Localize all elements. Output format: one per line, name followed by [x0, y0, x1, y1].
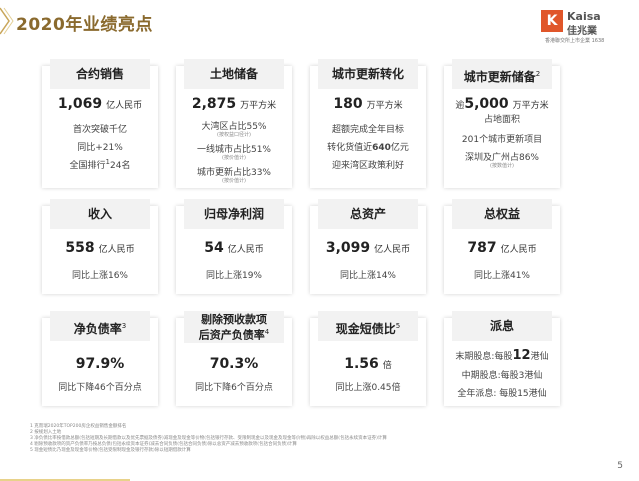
metric-line: 首次突破千亿 [72, 125, 127, 135]
page-title: 2020年业绩亮点 [16, 15, 153, 35]
page-number: 5 [617, 461, 623, 471]
kaisa-logo: K Kaisa 佳兆業 香港聯交所上市企業 1638 [541, 10, 627, 50]
metric-value: 558 [65, 240, 95, 256]
card-net-profit: 归母净利润 54 亿人民币 同比上涨19% [176, 199, 292, 294]
card-title: 剔除预收款项 [201, 313, 267, 326]
metric-value: 1,069 [57, 96, 103, 112]
metric-line: 同比上涨16% [71, 271, 128, 281]
card-net-gearing: 净负债率3 97.9% 同比下降46个百分点 [42, 311, 158, 406]
metric-line: 同比上涨41% [473, 271, 530, 281]
card-cash-ratio: 现金短债比5 1.56 倍 同比上涨0.45倍 [310, 311, 426, 406]
metric-value: 54 [204, 240, 224, 256]
metric-value: 3,099 [325, 240, 371, 256]
metric-value: 70.3% [209, 356, 259, 372]
card-urban-reserve: 城市更新储备2 逾5,000 万平方米 占地面积 201个城市更新项目 深圳及广州… [444, 59, 560, 188]
logo-chinese: 佳兆業 [567, 26, 597, 37]
metric-value: 1.56 [344, 356, 379, 372]
card-dividend: 派息 末期股息:每股12港仙 中期股息:每股3港仙 全年派息: 每股15港仙 [444, 311, 560, 406]
metric-value: 97.9% [75, 356, 125, 372]
card-title: 合约销售 [50, 59, 150, 89]
card-title: 城市更新储备 [463, 70, 536, 84]
card-title: 现金短债比 [335, 322, 396, 336]
metric-line: 一线城市占比51% [196, 145, 271, 155]
metric-line: 201个城市更新项目 [461, 135, 543, 145]
metric-unit: 亿人民币 [106, 101, 143, 111]
card-title: 派息 [452, 311, 552, 341]
metric-value: 2,875 [191, 96, 237, 112]
logo-subtitle: 香港聯交所上市企業 1638 [545, 38, 605, 44]
metric-line: 同比下降6个百分点 [195, 383, 273, 393]
footnote: 3 净负债比率按借款总额(包括短期及长期借款以及优先票据及债券)减现金及现金等价… [30, 436, 387, 441]
card-equity: 总权益 787 亿人民币 同比上涨41% [444, 199, 560, 294]
card-title: 总权益 [452, 199, 552, 229]
card-total-assets: 总资产 3,099 亿人民币 同比上涨14% [310, 199, 426, 294]
footnote: 2 按规划入土地 [30, 430, 62, 435]
metric-value: 5,000 [464, 96, 509, 112]
metric-line: 迎来湾区政策利好 [331, 161, 404, 171]
metric-unit: 万平方米 [366, 101, 403, 111]
gold-corner-decoration [0, 7, 14, 35]
metric-line: 大湾区占比55% [201, 122, 267, 132]
metric-unit: 亿人民币 [98, 245, 135, 255]
card-revenue: 收入 558 亿人民币 同比上涨16% [42, 199, 158, 294]
kaisa-logo-icon: K [541, 10, 563, 32]
metric-line: 同比上涨0.45倍 [335, 383, 401, 393]
card-land-reserve: 土地储备 2,875 万平方米 大湾区占比55% (按权益口径计) 一线城市占比51… [176, 59, 292, 188]
card-liability-ratio: 剔除预收款项 后资产负债率4 70.3% 同比下降6个百分点 [176, 311, 292, 406]
metric-value: 180 [333, 96, 363, 112]
card-title: 总资产 [318, 199, 418, 229]
card-title: 城市更新转化 [318, 59, 418, 89]
metric-value: 787 [467, 240, 497, 256]
footnotes: 1 克而瑞2020年TOP200房企权益销售金额排名 2 按规划入土地 3 净负… [30, 424, 387, 454]
metric-line: 中期股息:每股3港仙 [461, 371, 543, 381]
footnote: 5 现金短债比乃现金及现金等价物(包括受限制现金及银行存款)除以短期借款计算 [30, 448, 191, 453]
footnote: 4 剔除预收款项的资产负债率乃按总负债(包括永续资本证券)减去合同负债(包括合同… [30, 442, 297, 447]
metric-unit: 亿人民币 [227, 245, 264, 255]
card-title: 土地储备 [184, 59, 284, 89]
metric-line: 全年派息: 每股15港仙 [457, 389, 547, 399]
metric-unit: 万平方米 [512, 101, 549, 111]
metric-unit: 倍 [382, 361, 392, 371]
gold-divider [0, 479, 130, 481]
metric-unit: 亿人民币 [374, 245, 411, 255]
metric-line: 同比下降46个百分点 [58, 383, 142, 393]
logo-english: Kaisa [567, 10, 601, 23]
metric-unit: 万平方米 [240, 101, 277, 111]
card-title: 收入 [50, 199, 150, 229]
card-contract-sales: 合约销售 1,069 亿人民币 首次突破千亿 同比+21% 全国排行124名 [42, 59, 158, 188]
metric-line: 全国排行 [69, 161, 106, 171]
metric-line: 深圳及广州占86% [464, 153, 539, 163]
card-urban-conversion: 城市更新转化 180 万平方米 超额完成全年目标 转化货值近640亿元 迎来湾区政… [310, 59, 426, 188]
card-title: 净负债率 [73, 322, 122, 336]
metric-line: 同比上涨14% [339, 271, 396, 281]
footnote: 1 克而瑞2020年TOP200房企权益销售金额排名 [30, 424, 127, 429]
metric-line: 同比+21% [77, 143, 123, 153]
card-title: 归母净利润 [184, 199, 284, 229]
metric-line: 同比上涨19% [205, 271, 262, 281]
metric-unit: 亿人民币 [500, 245, 537, 255]
metric-line: 占地面积 [483, 115, 520, 125]
metric-line: 超额完成全年目标 [331, 125, 404, 135]
metric-line: 城市更新占比33% [196, 168, 271, 178]
